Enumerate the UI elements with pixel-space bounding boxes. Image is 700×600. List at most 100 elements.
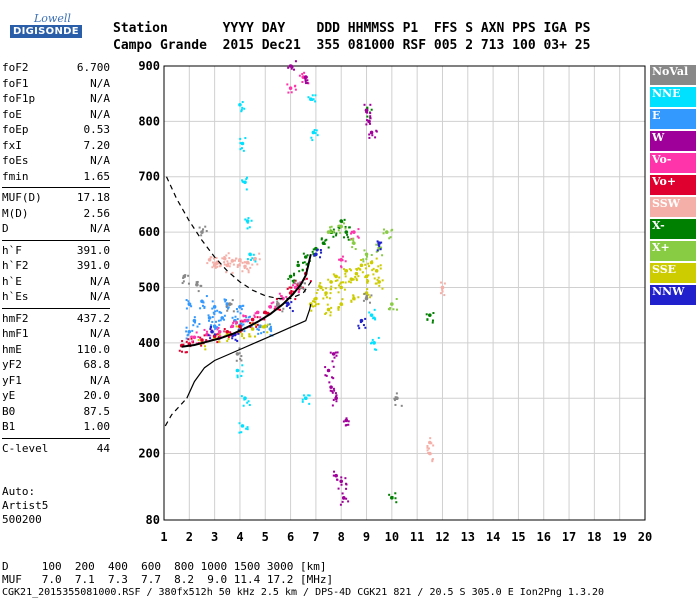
data-point (312, 305, 315, 308)
param-row: hmE 110.0 (2, 342, 110, 358)
data-point (239, 142, 242, 145)
data-point (254, 258, 257, 261)
param-name: foF2 (2, 61, 29, 74)
data-point (211, 316, 214, 319)
data-point (377, 336, 380, 339)
data-point (291, 66, 294, 69)
data-point (382, 232, 385, 235)
legend-item: SSE (650, 263, 696, 285)
data-point (246, 401, 249, 404)
muf-row: MUF 7.0 7.1 7.3 7.7 8.2 9.0 11.4 17.2 [M… (2, 573, 334, 586)
data-point (285, 302, 288, 305)
data-point (302, 394, 305, 397)
data-point (311, 250, 314, 253)
data-point (185, 326, 188, 329)
logo-lowell: Lowell (34, 12, 71, 25)
x-tick-label: 12 (435, 530, 449, 544)
data-point (225, 254, 228, 257)
data-point (365, 123, 368, 126)
plot-frame (163, 65, 646, 521)
param-name: hmF1 (2, 327, 29, 340)
data-point (310, 309, 313, 312)
data-point (313, 298, 316, 301)
data-point (195, 283, 198, 286)
data-point (429, 453, 432, 456)
data-point (287, 301, 290, 304)
data-point (292, 281, 295, 284)
data-point (330, 281, 333, 284)
param-row: h`F2 391.0 (2, 258, 110, 274)
data-point (229, 331, 232, 334)
data-point (238, 263, 241, 266)
data-point (375, 243, 378, 246)
data-point (266, 331, 269, 334)
data-point (297, 264, 300, 267)
data-point (367, 274, 370, 277)
data-point (211, 307, 214, 310)
data-point (308, 394, 311, 397)
data-point (268, 327, 273, 331)
data-point (376, 249, 379, 252)
param-name: yF1 (2, 373, 22, 387)
param-row: B1 1.00 (2, 419, 110, 435)
data-point (432, 444, 435, 447)
data-point (250, 219, 253, 222)
data-point (325, 374, 328, 377)
data-point (369, 117, 372, 120)
data-point (364, 296, 369, 301)
data-point (345, 482, 348, 485)
param-value: 1.00 (83, 420, 111, 433)
data-point (225, 305, 228, 308)
data-point (426, 446, 429, 449)
data-point (373, 317, 376, 320)
data-point (216, 326, 219, 329)
data-point (381, 279, 384, 282)
data-point (326, 368, 331, 373)
data-point (236, 318, 239, 321)
data-point (256, 316, 259, 319)
data-point (231, 316, 234, 319)
data-point (206, 262, 209, 265)
data-point (247, 400, 250, 403)
data-point (241, 370, 244, 373)
param-name: hmF2 (2, 311, 29, 325)
data-point (307, 96, 310, 99)
data-point (390, 229, 393, 232)
data-point (305, 277, 308, 280)
param-name: foF1 (2, 76, 29, 90)
data-point (375, 250, 378, 253)
data-point (244, 314, 247, 317)
data-point (192, 324, 195, 327)
param-row: hmF1 N/A (2, 326, 110, 342)
data-point (247, 271, 250, 274)
data-point (178, 349, 181, 352)
param-value: N/A (90, 76, 110, 90)
data-point (305, 82, 308, 85)
data-point (239, 330, 242, 333)
data-point (279, 298, 282, 301)
data-point (197, 335, 200, 338)
data-point (325, 292, 328, 295)
data-point (364, 267, 367, 270)
data-point (375, 130, 378, 133)
data-point (210, 324, 213, 327)
data-point (298, 270, 301, 273)
data-point (364, 263, 367, 266)
data-point (287, 91, 290, 94)
data-point (377, 244, 380, 247)
data-point (223, 330, 226, 333)
data-point (223, 298, 226, 301)
data-point (252, 253, 255, 256)
data-point (241, 324, 244, 327)
data-point (313, 300, 316, 303)
data-point (357, 324, 360, 327)
data-point (378, 245, 381, 248)
data-point (325, 287, 328, 290)
param-name: yE (2, 389, 16, 402)
data-point (294, 88, 297, 91)
data-point (390, 496, 393, 499)
data-point (443, 282, 446, 285)
data-point (332, 230, 335, 233)
data-point (431, 319, 434, 322)
param-value: 110.0 (76, 342, 110, 356)
